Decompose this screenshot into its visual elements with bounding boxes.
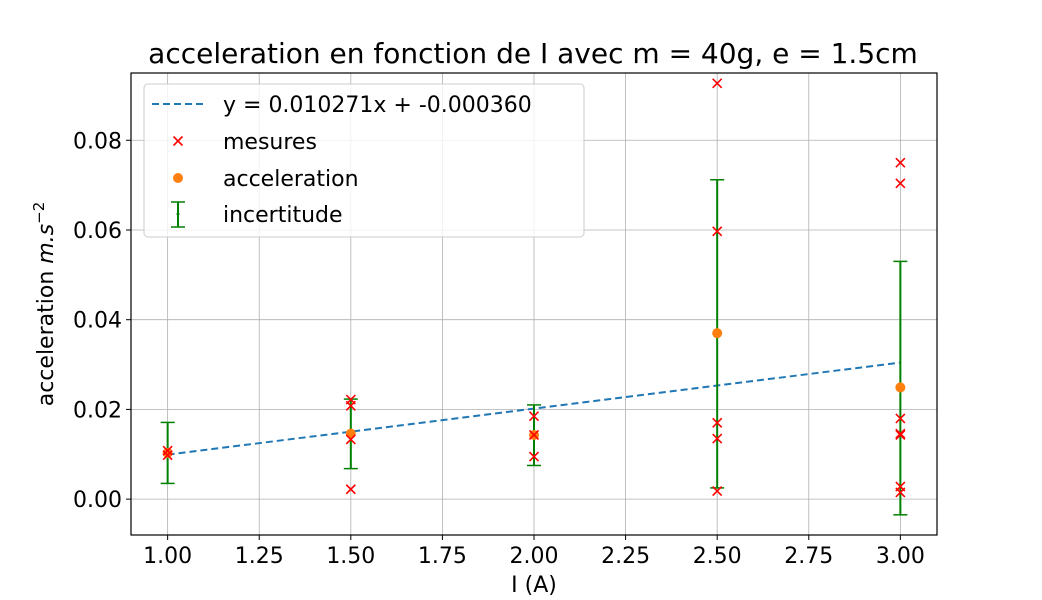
x-tick-label: 1.75 [418, 544, 467, 569]
mesure-point-stroke [162, 445, 173, 456]
legend-mesures-label: mesures [223, 130, 317, 155]
x-axis-label: I (A) [511, 573, 557, 598]
mesure-point [712, 417, 723, 428]
y-tick-label: 0.02 [73, 398, 122, 423]
mesure-point [712, 226, 723, 237]
mesure-point-stroke [895, 428, 906, 439]
mesure-point-stroke [528, 451, 540, 462]
mesure-point-stroke [895, 429, 906, 441]
mesure-point [528, 451, 540, 462]
mesure-point [712, 485, 723, 497]
x-tick-label: 1.25 [235, 544, 284, 569]
mesure-point-stroke [712, 433, 723, 444]
plot-area [160, 78, 908, 516]
mesure-point [895, 487, 906, 498]
legend-incertitude-dot [176, 212, 180, 216]
acceleration-point [895, 382, 906, 393]
mesure-point-stroke [895, 157, 906, 168]
mesure-point-stroke [345, 400, 356, 411]
mesure-point-stroke [172, 135, 184, 147]
mesure-point-stroke [895, 413, 906, 424]
y-tick-label: 0.00 [73, 488, 122, 513]
legend: y = 0.010271x + -0.000360 mesures accele… [143, 83, 585, 238]
chart-title: acceleration en fonction de I avec m = 4… [148, 37, 918, 70]
y-tick-label: 0.04 [73, 309, 122, 334]
legend-incertitude-swatch [171, 201, 185, 228]
mesure-point-stroke [528, 411, 540, 422]
mesure-point [345, 434, 356, 445]
legend-acceleration-label: acceleration [223, 167, 359, 192]
mesure-point [712, 78, 723, 89]
mesure-point [895, 428, 906, 439]
x-tick-label: 2.00 [510, 544, 559, 569]
mesure-point-stroke [895, 178, 906, 189]
legend-mesures-cross [172, 135, 184, 147]
mesure-point [345, 484, 356, 495]
x-tick-label: 1.50 [326, 544, 375, 569]
acceleration-point [345, 428, 356, 439]
x-tick-label: 2.25 [601, 544, 650, 569]
x-axis-ticks: 1.00 1.25 1.50 1.75 2.00 2.25 2.50 2.75 3.00 [143, 535, 925, 569]
mesure-point [895, 157, 906, 168]
mesure-point [895, 429, 906, 441]
y-tick-label: 0.08 [73, 129, 122, 154]
legend-incertitude-label: incertitude [223, 203, 343, 228]
y-axis-label-exponent: −2 [30, 202, 48, 224]
y-axis-label-text: acceleration [34, 264, 59, 407]
mesure-point [345, 400, 356, 411]
legend-fit-label: y = 0.010271x + -0.000360 [223, 93, 532, 118]
mesure-point [162, 445, 173, 456]
legend-acceleration-swatch [173, 173, 183, 183]
mesure-point-stroke [345, 484, 356, 495]
mesure-point-stroke [345, 434, 356, 445]
x-tick-label: 2.50 [693, 544, 742, 569]
y-tick-label: 0.06 [73, 219, 122, 244]
mesure-point-stroke [712, 78, 723, 89]
x-tick-label: 1.00 [143, 544, 192, 569]
legend-mesures-swatch [172, 135, 184, 147]
mesure-point [712, 433, 723, 444]
acceleration-point [712, 328, 723, 339]
plot-frame [130, 72, 938, 536]
mesure-point-stroke [162, 450, 173, 461]
mesure-point-stroke [528, 429, 540, 441]
mesure-point-stroke [712, 485, 723, 497]
x-tick-label: 3.00 [876, 544, 925, 569]
legend-box [143, 83, 585, 238]
mesure-points [162, 78, 906, 498]
x-tick-label: 2.75 [784, 544, 833, 569]
mesure-point-stroke [712, 226, 723, 237]
mesure-point-stroke [895, 487, 906, 498]
acceleration-point [162, 447, 173, 458]
mesure-point [895, 413, 906, 424]
mesure-point [528, 429, 540, 441]
mesure-point-stroke [712, 417, 723, 428]
y-axis-label: acceleration m.s−2 [30, 202, 59, 407]
mesure-point [162, 450, 173, 461]
mesure-point [895, 178, 906, 189]
y-axis-ticks: 0.00 0.02 0.04 0.06 0.08 [73, 129, 131, 513]
mesure-point [528, 411, 540, 422]
y-axis-label-unit: m.s [34, 224, 59, 264]
